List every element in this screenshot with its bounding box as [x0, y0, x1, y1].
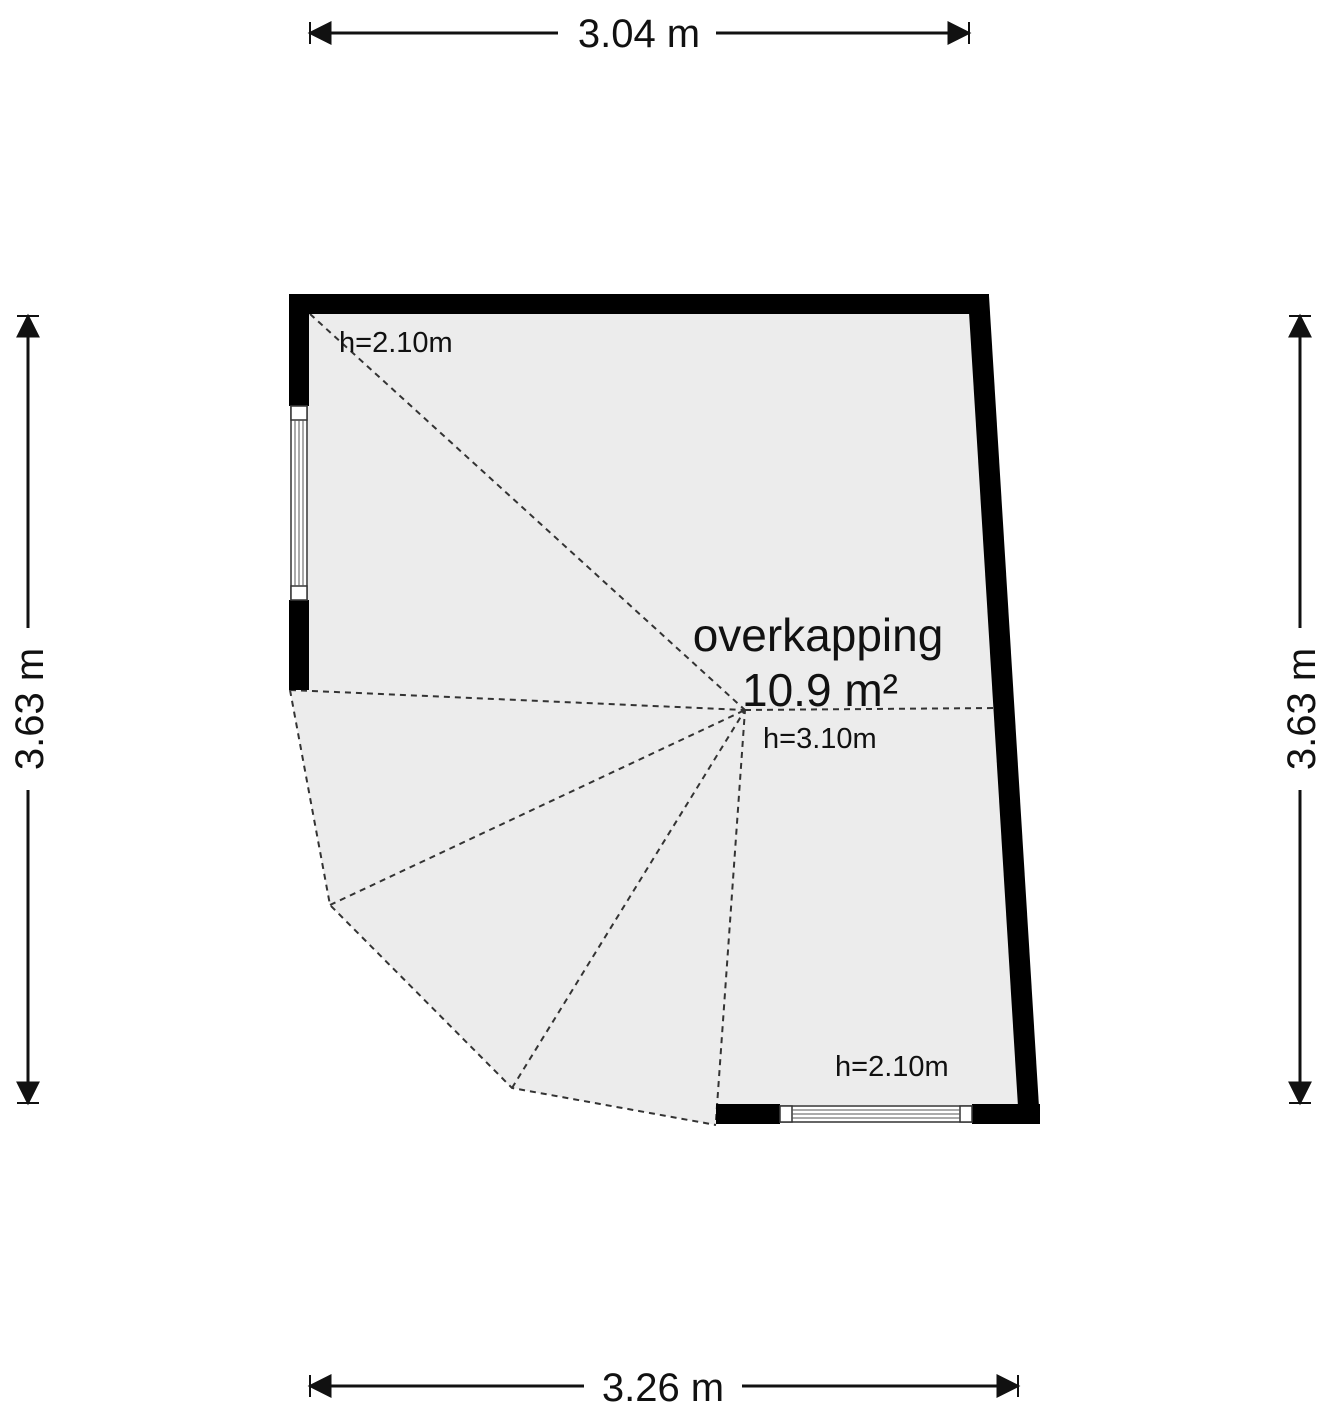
window-left: [290, 405, 308, 601]
wall-left-upper: [289, 294, 309, 406]
room-floor: [290, 312, 1020, 1125]
room-name: overkapping: [693, 609, 944, 661]
dimension-right: 3.63 m: [1280, 313, 1321, 1106]
slope-lines: [289, 313, 996, 1126]
wall-bottom-left: [716, 1104, 780, 1124]
dimension-bottom: 3.26 m: [307, 1366, 1021, 1403]
dimension-right-label: 3.63 m: [1280, 648, 1321, 770]
dimension-top-label: 3.04 m: [578, 12, 700, 56]
dimension-bottom-label: 3.26 m: [602, 1366, 724, 1403]
dimension-left-label: 3.63 m: [8, 648, 52, 770]
wall-bottom-right: [972, 1104, 1040, 1124]
height-label-bottom-right: h=2.10m: [835, 1051, 949, 1083]
height-label-top-left: h=2.10m: [339, 327, 453, 359]
wall-top: [289, 294, 989, 314]
room-area: 10.9 m²: [742, 664, 898, 716]
wall-right: [968, 296, 1040, 1123]
walls: [289, 294, 1040, 1124]
wall-left-lower: [289, 600, 309, 690]
dimension-left: 3.63 m: [8, 313, 52, 1106]
dimension-top: 3.04 m: [307, 12, 972, 56]
height-label-center: h=3.10m: [763, 723, 877, 755]
window-bottom: [779, 1105, 973, 1123]
